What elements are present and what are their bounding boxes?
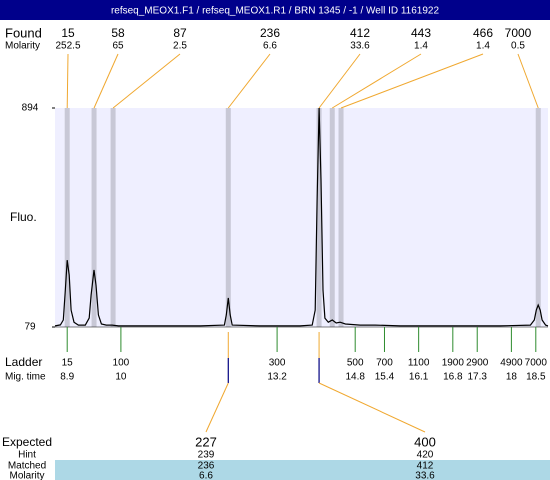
ladder-size: 7000 [525,358,548,369]
found-label: Found [5,25,42,40]
ladder-time: 8.9 [60,372,74,383]
found-size: 7000 [505,26,532,40]
peak-connector [517,53,539,109]
ladder-size: 100 [113,358,130,369]
y-tick-label: 79 [24,322,36,333]
ladder-size: 700 [376,358,393,369]
ladder-time: 14.8 [345,372,365,383]
found-size: 443 [411,26,431,40]
matched-row-bg [55,460,550,480]
found-molarity: 2.5 [173,41,187,52]
ladder-size: 15 [62,358,74,369]
peak-connector [112,53,181,109]
found-molarity: 65 [112,41,124,52]
found-molarity: 1.4 [476,41,490,52]
ladder-size: 1900 [442,358,465,369]
y-axis-label: Fluo. [10,210,37,224]
matched-label: Matched [8,461,46,472]
mig-time-label: Mig. time [5,372,46,383]
ladder-size: 300 [269,358,286,369]
found-size: 466 [473,26,493,40]
expected-link [318,382,426,433]
found-size: 412 [350,26,370,40]
found-molarity: 0.5 [511,41,525,52]
ladder-time: 17.3 [467,372,487,383]
ladder-size: 4900 [500,358,523,369]
peak-connector [340,53,484,109]
peak-connector [331,53,422,109]
found-molarity-label: Molarity [5,41,40,52]
peak-band [316,108,322,327]
expected-label: Expected [2,435,52,449]
ladder-time: 18 [506,372,518,383]
found-molarity: 6.6 [263,41,277,52]
hint-size: 239 [198,450,215,461]
peak-connector [318,53,361,109]
ladder-time: 16.1 [409,372,429,383]
ladder-time: 16.8 [443,372,463,383]
peak-band [64,108,70,327]
trace [54,107,549,327]
peak-connector [93,53,119,109]
peak-band [110,108,116,327]
expected-link [205,382,229,433]
matched-size: 236 [198,461,215,472]
found-molarity: 252.5 [55,41,80,52]
expected-size: 227 [195,434,217,449]
title-bar [0,0,550,20]
ladder-size: 1100 [408,358,430,369]
ladder-size: 2900 [466,358,489,369]
expected-size: 400 [414,434,436,449]
ladder-time: 18.5 [526,372,546,383]
peak-band [225,108,231,327]
found-molarity: 33.6 [350,41,370,52]
peak-band [329,108,335,327]
ladder-time: 13.2 [267,372,287,383]
found-size: 236 [260,26,280,40]
found-size: 15 [61,26,75,40]
ladder-label: Ladder [5,355,42,369]
found-molarity: 1.4 [414,41,428,52]
peak-connector [66,53,69,109]
peak-connector [227,53,271,109]
hint-label: Hint [18,450,36,461]
y-tick-label: 894 [22,103,39,114]
found-size: 58 [111,26,125,40]
peak-band [535,108,541,327]
molarity-label: Molarity [9,471,44,480]
ladder-size: 500 [347,358,364,369]
ladder-time: 15.4 [375,372,395,383]
peak-band [91,108,97,327]
matched-molarity: 33.6 [415,471,435,480]
ladder-time: 10 [115,372,127,383]
matched-molarity: 6.6 [199,471,213,480]
matched-size: 412 [417,461,434,472]
title: refseq_MEOX1.F1 / refseq_MEOX1.R1 / BRN … [111,6,440,17]
plot-area [55,108,548,327]
hint-size: 420 [417,450,434,461]
peak-band [338,108,344,327]
found-size: 87 [173,26,187,40]
